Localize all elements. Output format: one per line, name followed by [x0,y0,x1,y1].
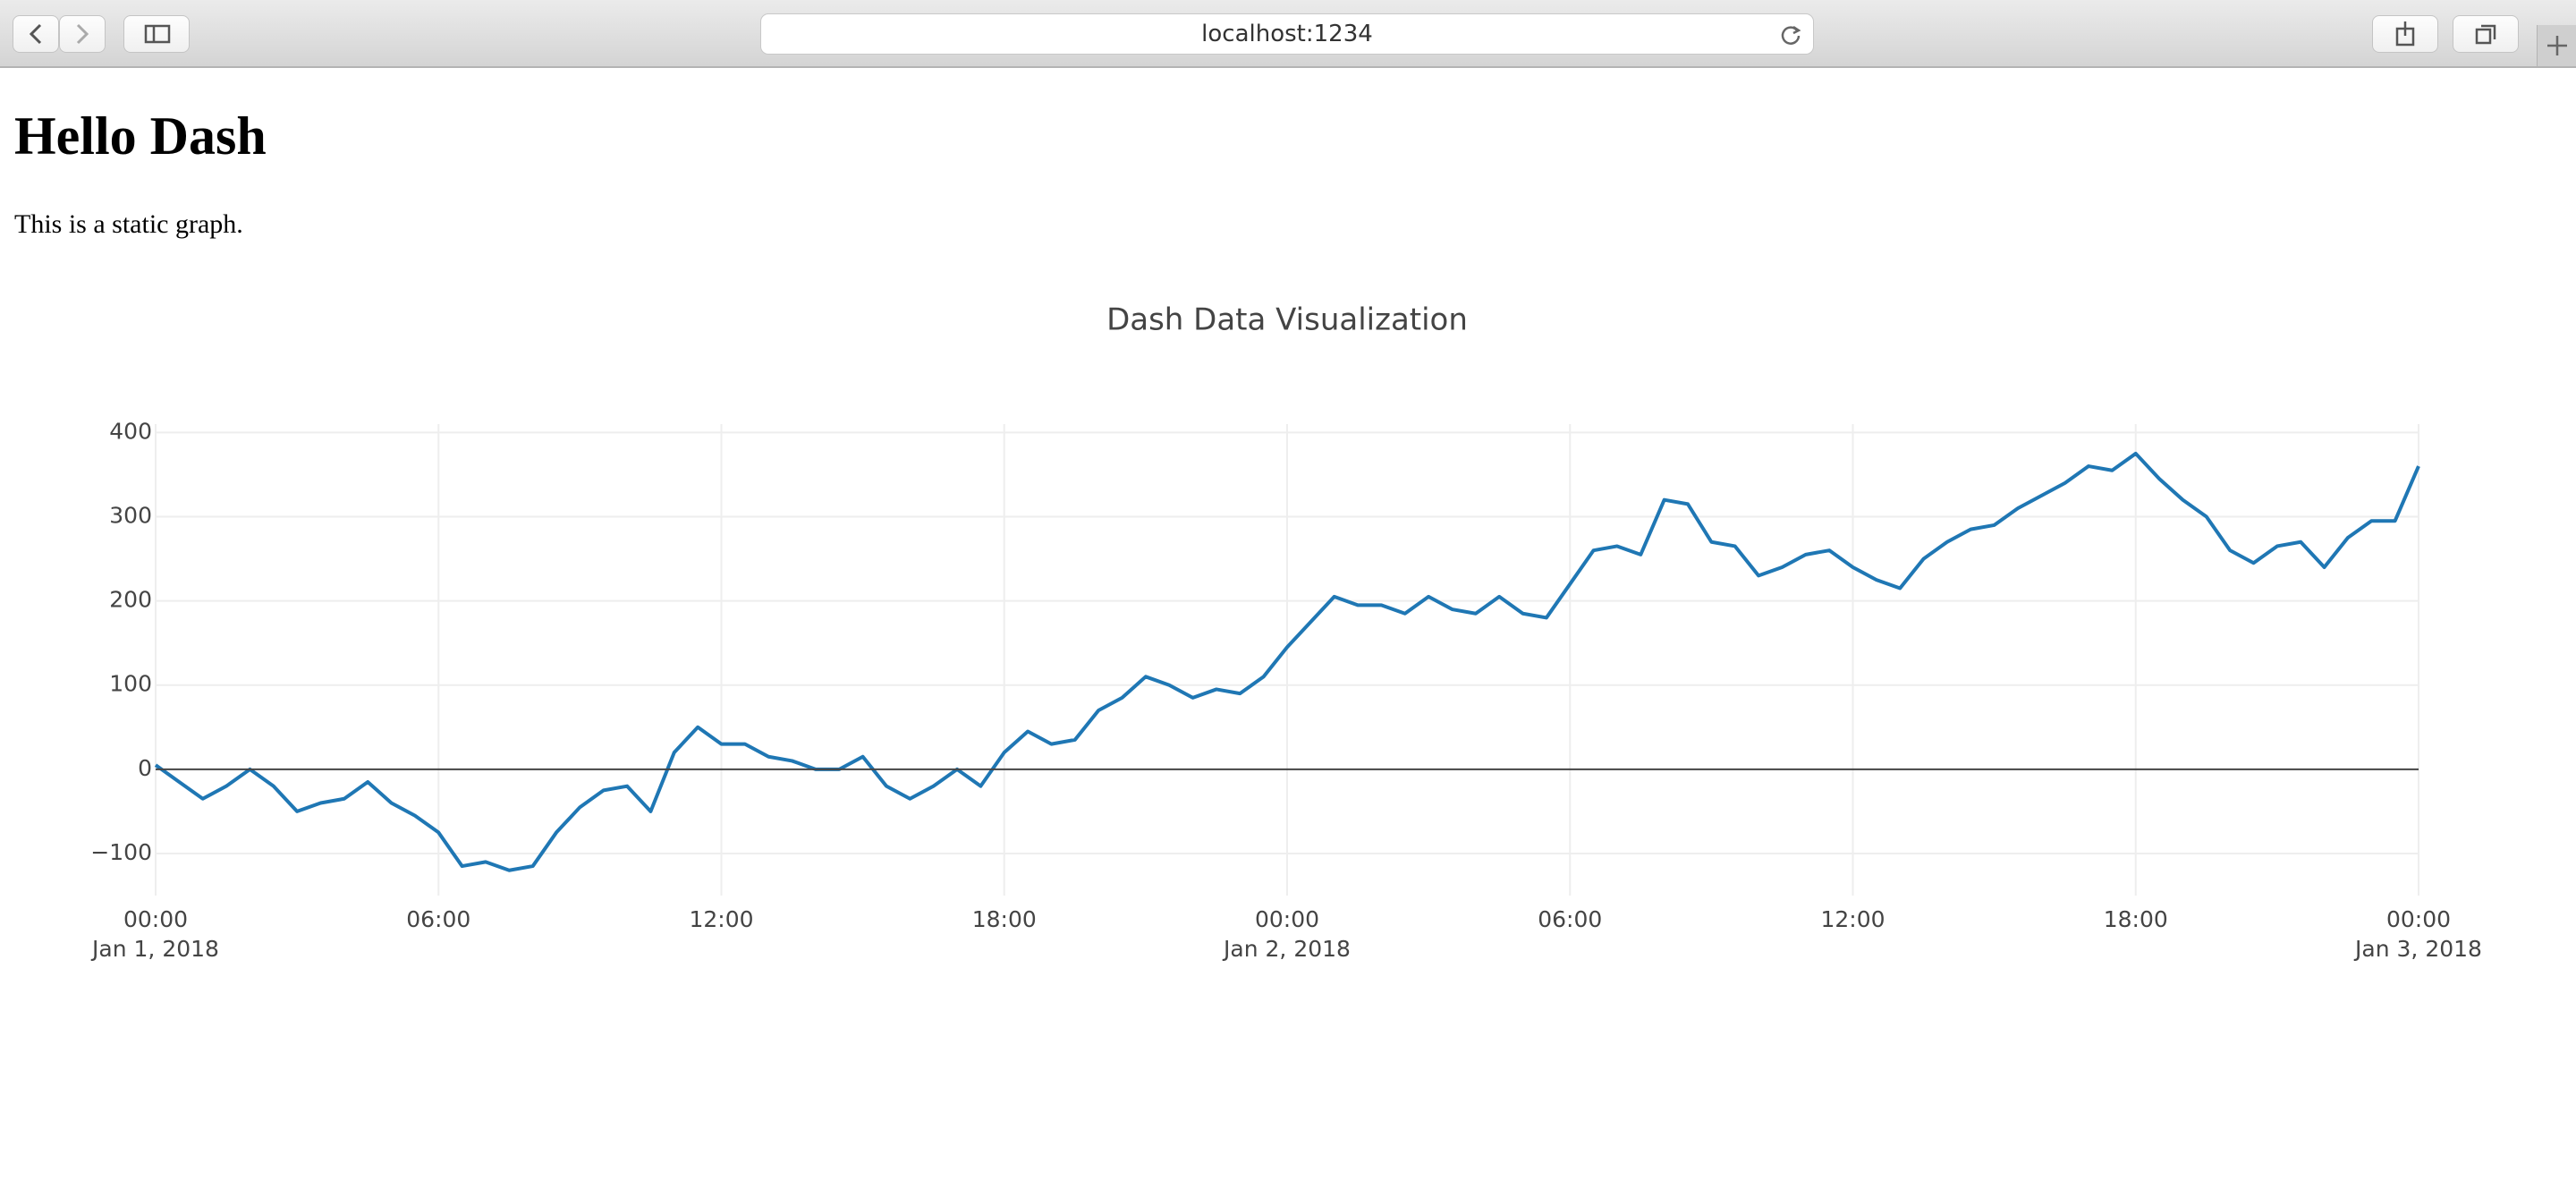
y-tick-label: 100 [109,671,152,697]
y-tick-label: −100 [90,839,152,865]
y-tick-label: 200 [109,587,152,613]
x-tick-date: Jan 1, 2018 [90,936,219,962]
y-tick-label: 400 [109,418,152,444]
x-tick-label: 06:00 [1538,906,1602,932]
tabs-button[interactable] [2453,15,2519,53]
sidebar-button[interactable] [123,15,190,53]
reload-icon[interactable] [1779,23,1802,47]
x-tick-label: 06:00 [406,906,470,932]
x-tick-label: 00:00 [2386,906,2451,932]
url-text: localhost:1234 [1201,21,1373,47]
address-bar[interactable]: localhost:1234 [760,13,1814,55]
back-icon [29,23,42,45]
plus-icon [2547,36,2567,55]
x-tick-label: 12:00 [689,906,753,932]
data-line [154,451,2420,872]
x-tick-label: 12:00 [1820,906,1885,932]
x-tick-date: Jan 2, 2018 [1222,936,1351,962]
chart-title: Dash Data Visualization [1106,302,1468,338]
share-button[interactable] [2372,15,2438,53]
chart: Dash Data Visualization 00:00 Jan 1, 2018… [90,302,2482,963]
x-tick-label: 18:00 [972,906,1037,932]
x-tick-label: 00:00 [123,906,188,932]
browser-toolbar: localhost:1234 [0,0,2576,68]
share-icon [2395,21,2415,47]
forward-icon [76,23,89,45]
x-tick-date: Jan 3, 2018 [2353,936,2482,962]
sidebar-icon [144,24,171,44]
new-tab-button[interactable] [2537,25,2576,66]
x-tick-label: 18:00 [2104,906,2168,932]
y-tick-label: 300 [109,503,152,529]
tabs-icon [2475,24,2496,45]
paragraph: This is a static graph. [14,209,243,239]
heading: Hello Dash [14,106,267,166]
y-tick-label: 0 [138,755,152,781]
forward-button[interactable] [59,15,106,53]
x-tick-label: 00:00 [1255,906,1319,932]
back-button[interactable] [13,15,59,53]
